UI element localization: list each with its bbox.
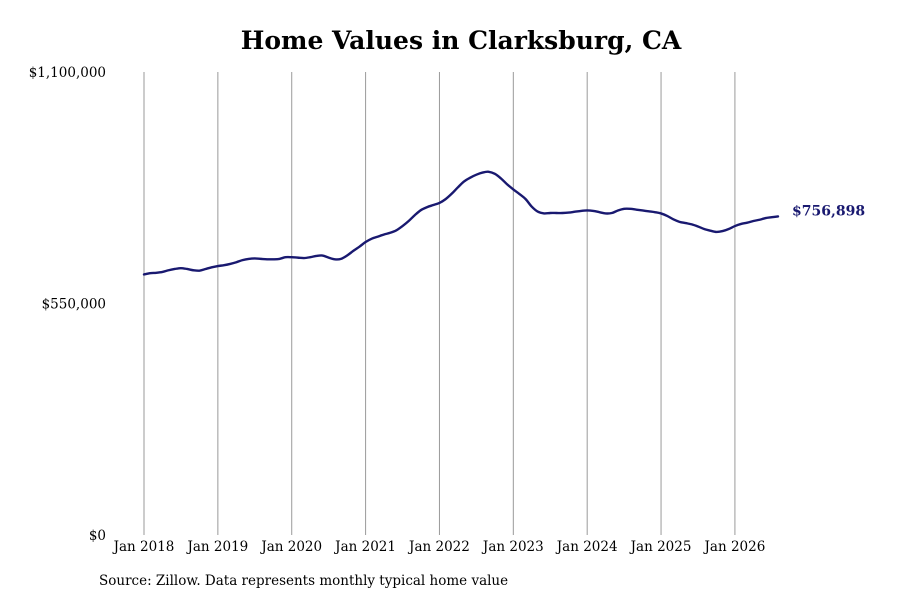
- vertical-gridlines: [143, 72, 736, 535]
- source-note: Source: Zillow. Data represents monthly …: [99, 573, 509, 589]
- x-tick-label-6: Jan 2024: [555, 539, 618, 555]
- x-tick-label-3: Jan 2021: [333, 539, 396, 555]
- y-tick-label-0: $0: [89, 528, 106, 544]
- x-tick-label-2: Jan 2020: [259, 539, 322, 555]
- x-tick-label-1: Jan 2019: [185, 539, 248, 555]
- end-value-label: $756,898: [792, 203, 865, 219]
- x-tick-label-5: Jan 2023: [481, 539, 544, 555]
- x-axis-ticks: Jan 2018 Jan 2019 Jan 2020 Jan 2021 Jan 2022…: [112, 539, 766, 555]
- x-tick-label-4: Jan 2022: [407, 539, 470, 555]
- y-tick-label-1: $550,000: [42, 297, 106, 313]
- x-tick-label-7: Jan 2025: [629, 539, 692, 555]
- y-axis-ticks: $0 $550,000 $1,100,000: [29, 65, 106, 544]
- x-tick-label-0: Jan 2018: [112, 539, 175, 555]
- x-tick-label-8: Jan 2026: [703, 539, 766, 555]
- home-value-line: [142, 170, 780, 276]
- y-tick-label-2: $1,100,000: [29, 65, 106, 81]
- chart-title: Home Values in Clarksburg, CA: [240, 26, 682, 55]
